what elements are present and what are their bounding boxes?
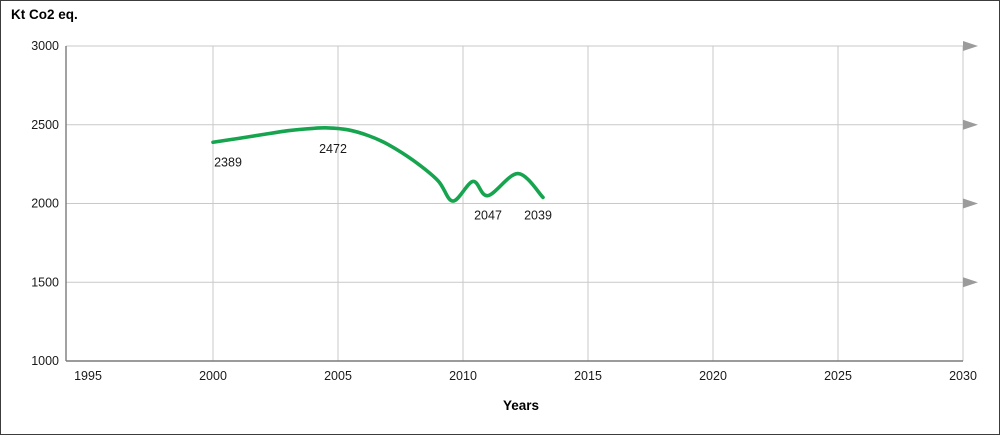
x-tick-label: 2015 [574, 369, 602, 383]
y-tick-labels: 1000 1500 2000 2500 3000 [31, 39, 59, 368]
x-tick-label: 2005 [324, 369, 352, 383]
x-axis-title: Years [503, 398, 539, 413]
y-tick-label: 1500 [31, 275, 59, 289]
right-arrow-icon [963, 41, 978, 51]
data-point-label: 2047 [474, 209, 502, 223]
y-axis-title: Kt Co2 eq. [11, 7, 78, 22]
x-tick-label: 2025 [824, 369, 852, 383]
data-point-label: 2472 [319, 142, 347, 156]
right-arrow-icon [963, 198, 978, 209]
emissions-line [211, 126, 545, 203]
right-arrow-icon [963, 277, 978, 288]
axes [65, 46, 963, 362]
data-point-label: 2389 [214, 155, 242, 169]
axis-arrows [963, 41, 978, 288]
x-tick-label: 2020 [699, 369, 727, 383]
x-tick-label: 2000 [199, 369, 227, 383]
right-arrow-icon [963, 119, 978, 130]
data-point-label: 2039 [524, 209, 552, 223]
x-tick-labels: 1995 2000 2005 2010 2015 2020 2025 2030 [74, 369, 977, 383]
y-tick-label: 2500 [31, 118, 59, 132]
x-tick-label: 1995 [74, 369, 102, 383]
x-tick-label: 2030 [949, 369, 977, 383]
y-tick-label: 3000 [31, 39, 59, 53]
data-labels: 2389 2472 2047 2039 [214, 142, 552, 222]
y-tick-label: 2000 [31, 197, 59, 211]
y-tick-label: 1000 [31, 354, 59, 368]
horizontal-gridlines [66, 45, 963, 283]
x-tick-label: 2010 [449, 369, 477, 383]
